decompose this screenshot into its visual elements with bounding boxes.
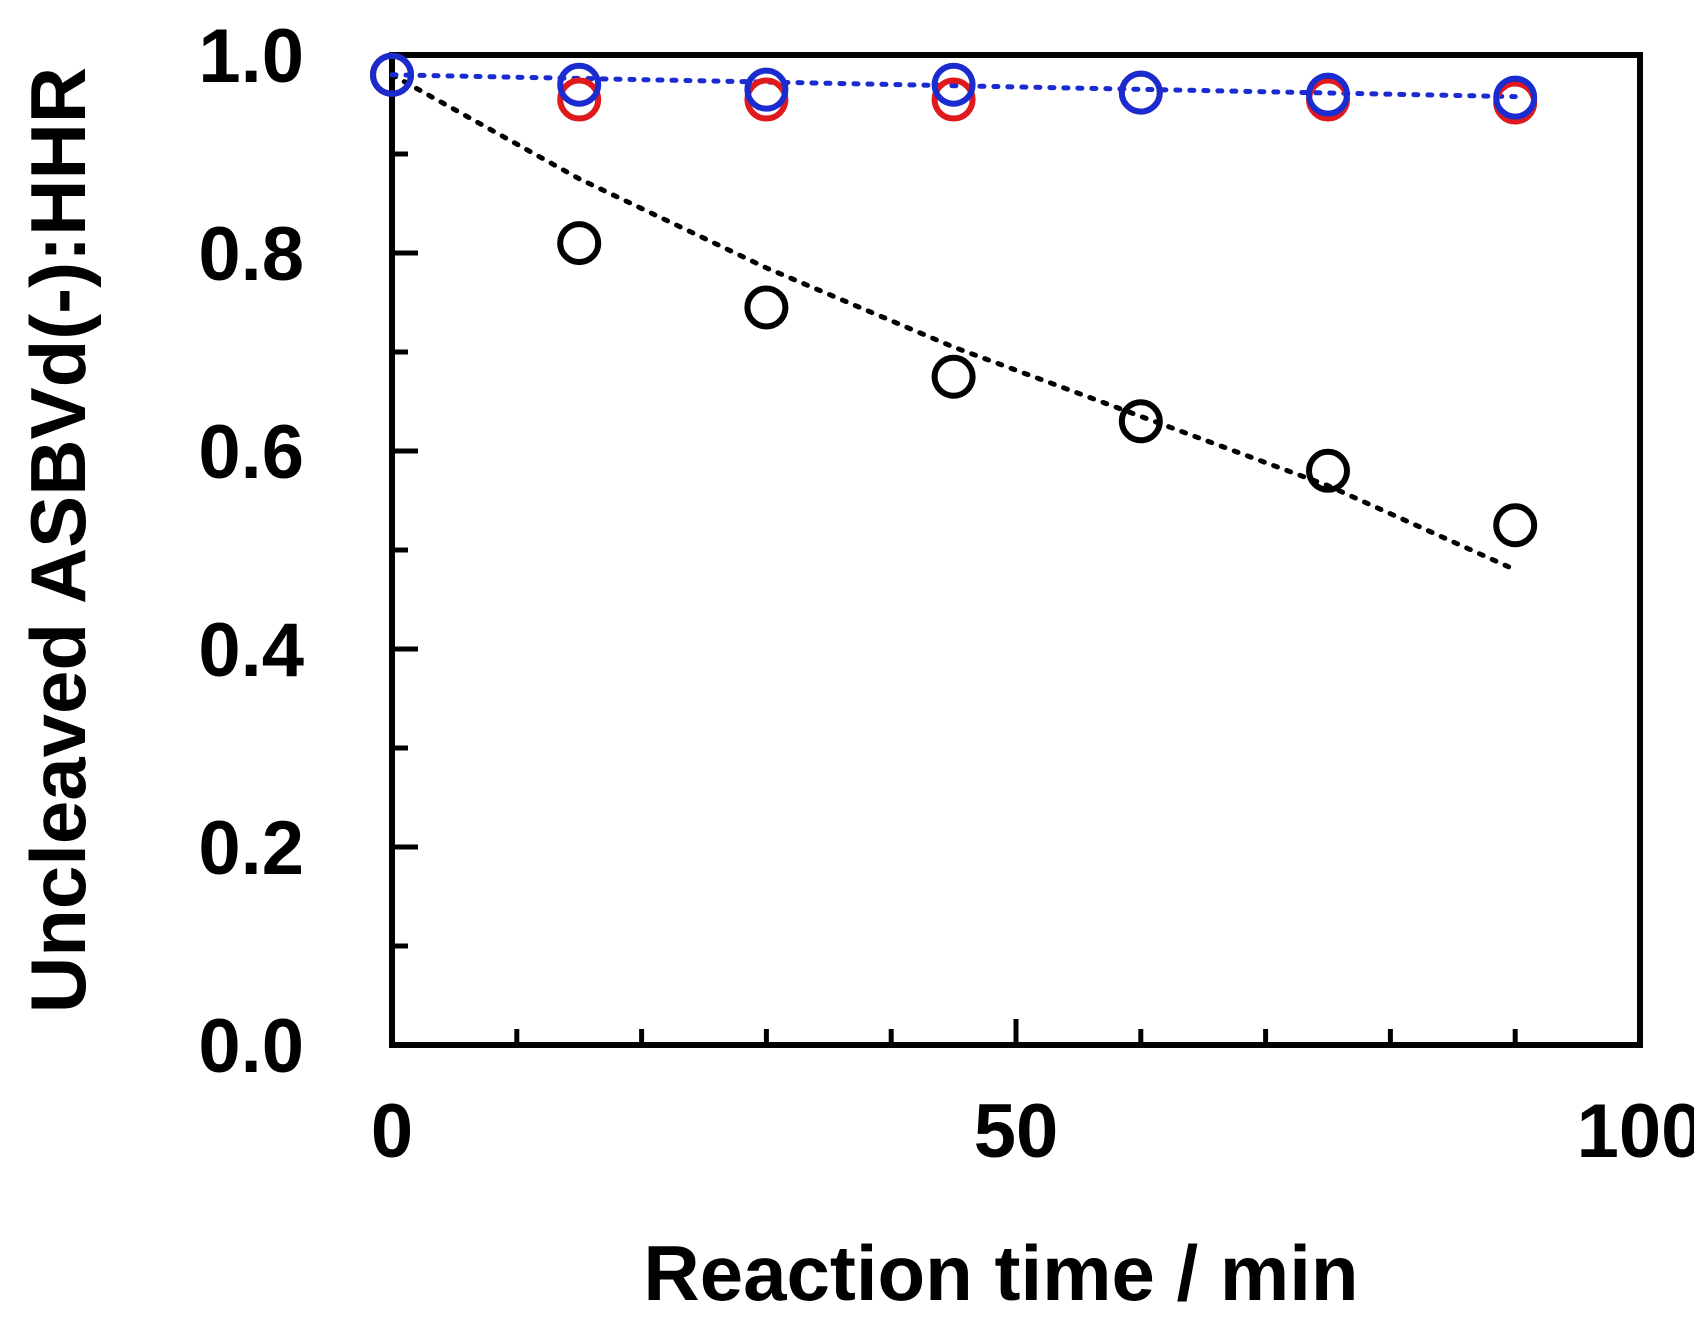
y-axis-title: Uncleaved ASBVd(-):HHR xyxy=(14,67,102,1013)
data-points xyxy=(370,52,1538,548)
x-axis-title: Reaction time / min xyxy=(643,1229,1358,1317)
data-point-black xyxy=(1306,448,1350,493)
data-point-black xyxy=(931,354,976,399)
data-point-blue xyxy=(1306,72,1350,117)
y-tick-label: 0.0 xyxy=(198,1004,304,1089)
data-point-red xyxy=(557,77,602,122)
x-tick-label: 0 xyxy=(371,1089,413,1174)
axis-labels: 0 50 100 0.0 0.2 0.4 0.6 0.8 1.0 Reaction time / … xyxy=(14,14,1694,1317)
y-tick-label: 0.8 xyxy=(198,212,304,297)
y-tick-label: 0.2 xyxy=(198,806,304,891)
data-point-blue xyxy=(744,67,789,112)
axes xyxy=(389,52,1643,1048)
y-tick-label: 1.0 xyxy=(198,14,304,99)
data-point-black xyxy=(557,221,602,266)
fit-line-black xyxy=(389,72,1518,573)
data-point-blue xyxy=(557,62,602,107)
data-point-red xyxy=(931,77,976,122)
data-point-blue xyxy=(1493,75,1538,120)
x-tick-label: 100 xyxy=(1577,1089,1694,1174)
data-point-blue xyxy=(370,52,414,97)
x-tick-label: 50 xyxy=(974,1089,1059,1174)
data-point-black xyxy=(1493,503,1538,548)
data-point-blue xyxy=(931,62,976,107)
fit-lines xyxy=(389,72,1518,573)
data-point-blue xyxy=(1118,70,1163,115)
y-tick-label: 0.6 xyxy=(198,410,304,495)
data-point-black xyxy=(744,285,789,330)
data-point-black xyxy=(1118,399,1163,444)
y-tick-label: 0.4 xyxy=(198,608,304,693)
plot-frame xyxy=(389,52,1643,1048)
